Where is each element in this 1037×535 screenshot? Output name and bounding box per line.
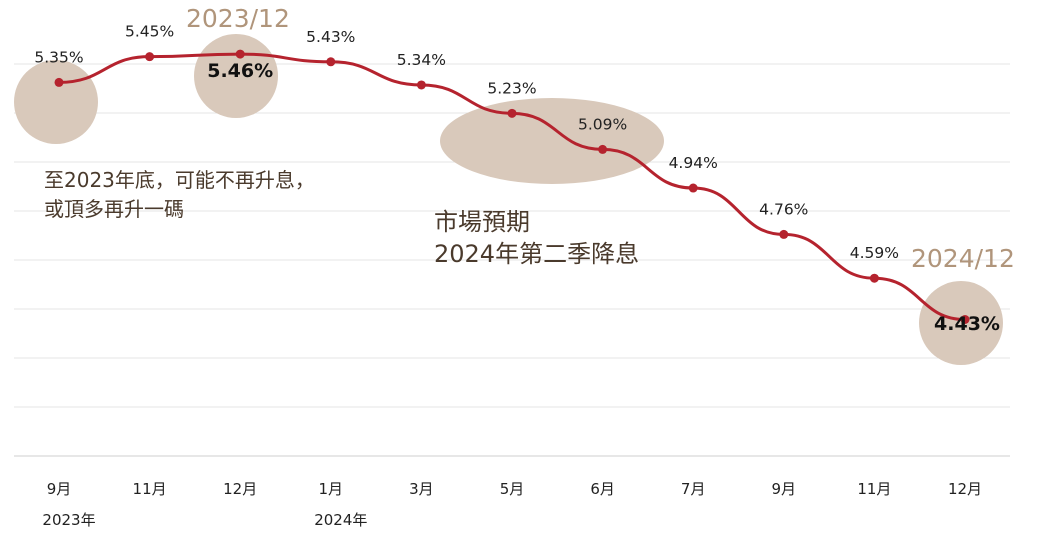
end-period-callout: 2024/12 xyxy=(911,244,1015,273)
data-point-0 xyxy=(54,77,64,87)
data-label-0: 5.35% xyxy=(34,48,83,66)
data-point-5 xyxy=(507,108,517,118)
data-labels: 5.35% 5.45% 5.46% 5.43% 5.34% 5.23% 5.09% 4.94%… xyxy=(34,23,1000,335)
x-tick-label-9: 11月 xyxy=(857,480,891,498)
x-tick-label-2: 12月 xyxy=(223,480,257,498)
x-year-label-0: 2023年 xyxy=(42,511,95,529)
x-tick-label-1: 11月 xyxy=(133,480,167,498)
data-point-9 xyxy=(869,273,879,283)
data-point-8 xyxy=(779,229,789,239)
data-label-5: 5.23% xyxy=(487,79,536,97)
x-tick-label-8: 9月 xyxy=(772,480,797,498)
highlight-start xyxy=(14,60,98,144)
x-tick-label-6: 6月 xyxy=(590,480,615,498)
data-label-2: 5.46% xyxy=(207,60,273,82)
peak-period-callout: 2023/12 xyxy=(186,4,290,33)
note-mid-line2: 2024年第二季降息 xyxy=(434,240,640,268)
data-point-2 xyxy=(235,49,245,59)
series-line xyxy=(58,52,966,321)
data-label-10: 4.43% xyxy=(934,313,1000,335)
data-point-6 xyxy=(598,144,608,154)
data-label-7: 4.94% xyxy=(669,154,718,172)
data-point-7 xyxy=(688,183,698,193)
x-tick-label-4: 3月 xyxy=(409,480,434,498)
data-label-6: 5.09% xyxy=(578,115,627,133)
x-tick-label-10: 12月 xyxy=(948,480,982,498)
note-left-line2: 或頂多再升一碼 xyxy=(44,197,184,221)
x-tick-label-0: 9月 xyxy=(47,480,72,498)
gridlines xyxy=(14,63,1010,457)
x-year-label-3: 2024年 xyxy=(314,511,367,529)
rate-series-line xyxy=(58,52,966,321)
x-tick-label-7: 7月 xyxy=(681,480,706,498)
note-mid-line1: 市場預期 xyxy=(434,208,530,236)
data-label-1: 5.45% xyxy=(125,23,174,41)
data-point-4 xyxy=(416,80,426,90)
highlight-end xyxy=(919,281,1003,365)
data-point-10 xyxy=(960,314,970,324)
x-tick-label-5: 5月 xyxy=(500,480,525,498)
data-label-3: 5.43% xyxy=(306,28,355,46)
data-label-9: 4.59% xyxy=(850,244,899,262)
highlight-q2 xyxy=(440,98,664,184)
data-points xyxy=(54,49,970,324)
data-point-1 xyxy=(145,52,155,62)
note-left-line1: 至2023年底，可能不再升息， xyxy=(44,168,315,192)
data-point-3 xyxy=(326,57,336,67)
x-axis-ticks: 9月 2023年 11月 12月 1月 2024年 3月 5月 6月 7月 9月 11月 12月 xyxy=(42,480,982,529)
data-label-8: 4.76% xyxy=(759,200,808,218)
x-tick-label-3: 1月 xyxy=(319,480,344,498)
data-label-4: 5.34% xyxy=(397,51,446,69)
